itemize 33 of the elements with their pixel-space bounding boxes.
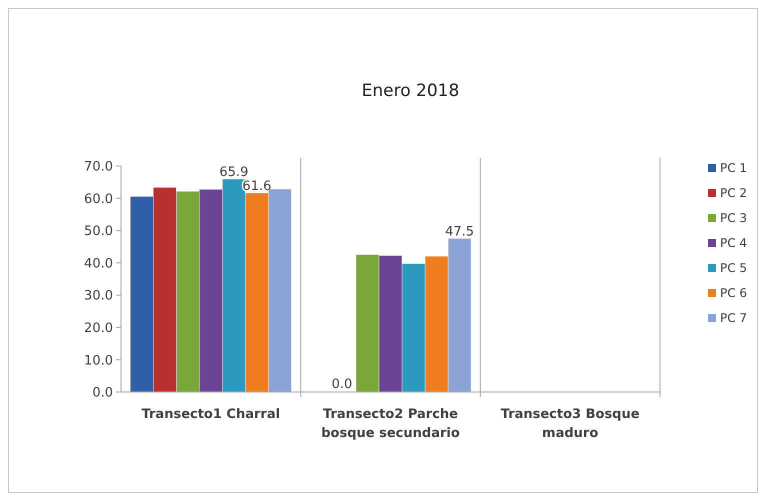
bar (153, 188, 176, 392)
legend-label: PC 4 (720, 236, 748, 250)
x-tick-label: Transecto1 Charral (142, 407, 280, 422)
bar (246, 193, 268, 392)
chart-title: Enero 2018 (362, 81, 460, 101)
y-tick-label: 10.0 (84, 353, 113, 368)
y-tick-label: 60.0 (84, 192, 113, 207)
data-label: 65.9 (219, 165, 248, 180)
x-tick-label: Transecto2 Parche bosque secundario (321, 407, 460, 441)
y-tick-label: 40.0 (84, 256, 113, 272)
data-label: 47.5 (445, 224, 474, 240)
bar (402, 264, 425, 392)
bar (200, 190, 222, 392)
bar (176, 192, 200, 392)
annotation: 0.0 (332, 377, 352, 392)
legend-label: PC 1 (720, 161, 748, 176)
legend-label: PC 6 (720, 286, 748, 300)
y-tick-label: 0.0 (92, 386, 113, 401)
legend-label: PC 3 (720, 211, 748, 226)
legend-label: PC 7 (720, 311, 748, 326)
legend-label: PC 2 (720, 186, 748, 200)
y-tick-label: 70.0 (84, 160, 113, 175)
bar (268, 189, 292, 392)
y-tick-label: 20.0 (84, 320, 113, 336)
bar (130, 196, 154, 392)
bar (356, 254, 379, 392)
x-tick-label: Transecto3 Bosque maduro (500, 407, 640, 441)
bar (448, 238, 471, 392)
bar (379, 256, 402, 392)
y-tick-label: 30.0 (84, 288, 113, 304)
bar (425, 256, 448, 392)
y-tick-label: 50.0 (84, 224, 113, 240)
legend-label: PC 5 (720, 261, 748, 276)
